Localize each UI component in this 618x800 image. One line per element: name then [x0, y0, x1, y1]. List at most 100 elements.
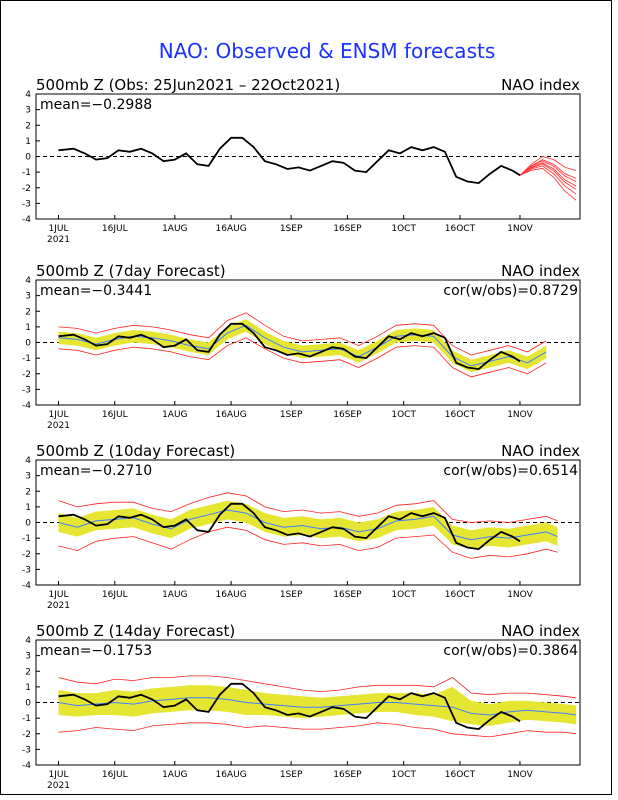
panel-index-label: NAO index [501, 442, 580, 460]
x-tick-label: 16JUL [102, 770, 128, 780]
observed-nao-line [58, 322, 521, 371]
x-tick-label: 1NOV [507, 590, 533, 600]
x-tick-label: 1JUL [49, 410, 69, 420]
ensemble-mean-line [58, 697, 577, 716]
x-tick-label: 1OCT [391, 410, 416, 420]
y-tick-label: 0 [25, 153, 31, 163]
y-tick-label: 1 [25, 137, 31, 147]
y-tick-label: -4 [22, 401, 31, 411]
y-tick-label: -3 [22, 199, 31, 209]
ensemble-mean-line [58, 509, 558, 541]
x-tick-label: 1OCT [391, 590, 416, 600]
y-tick-label: 3 [25, 292, 31, 302]
ensemble-max-line [58, 492, 558, 523]
forecast-member-line [519, 156, 577, 176]
x-tick-label: 1AUG [162, 224, 187, 234]
nao-panel-4: 500mb Z (14day Forecast) NAO index 4 3 2 1 0 -1… [22, 622, 581, 791]
x-tick-label: 1SEP [280, 590, 303, 600]
nao-panel-2: 500mb Z (7day Forecast) NAO index 4 3 2 1 0 -1 -… [22, 262, 581, 431]
x-year-label: 2021 [47, 781, 70, 791]
y-tick-label: 0 [25, 519, 31, 529]
x-tick-label: 1JUL [49, 770, 69, 780]
x-tick-label: 1AUG [162, 410, 187, 420]
ensemble-min-line [58, 337, 547, 378]
y-tick-label: -1 [22, 354, 31, 364]
y-tick-label: 2 [25, 121, 31, 131]
y-tick-label: -4 [22, 581, 31, 591]
ensemble-max-line [58, 675, 577, 699]
y-tick-label: -2 [22, 550, 31, 560]
y-tick-label: 2 [25, 487, 31, 497]
spread-band [58, 685, 577, 726]
mean-label: mean=−0.2710 [40, 463, 152, 479]
observed-nao-line [58, 682, 521, 731]
x-tick-label: 16OCT [445, 770, 476, 780]
correlation-label: cor(w/obs)=0.8729 [443, 283, 578, 299]
nao-panel-3: 500mb Z (10day Forecast) NAO index 4 3 2 1 0 -1… [22, 442, 581, 611]
forecast-member-line [519, 165, 577, 195]
x-tick-label: 16OCT [445, 224, 476, 234]
ensemble-max-line [58, 312, 547, 356]
y-tick-label: -1 [22, 534, 31, 544]
observed-nao-line [58, 502, 521, 551]
mean-label: mean=−0.1753 [40, 643, 152, 659]
correlation-label: cor(w/obs)=0.6514 [443, 463, 578, 479]
x-tick-label: 16OCT [445, 410, 476, 420]
forecast-member-line [519, 160, 577, 182]
mean-label: mean=−0.3441 [40, 283, 152, 299]
x-tick-label: 1SEP [280, 224, 303, 234]
y-tick-label: -3 [22, 565, 31, 575]
nao-panel-1: 500mb Z (Obs: 25Jun2021 – 22Oct2021) NAO … [22, 76, 581, 245]
x-tick-label: 16OCT [445, 590, 476, 600]
y-tick-label: 2 [25, 307, 31, 317]
y-tick-label: 0 [25, 699, 31, 709]
observed-nao-line [58, 136, 521, 185]
panel-title: 500mb Z (7day Forecast) [36, 262, 226, 280]
y-tick-label: 3 [25, 472, 31, 482]
x-tick-label: 1AUG [162, 770, 187, 780]
panel-title: 500mb Z (Obs: 25Jun2021 – 22Oct2021) [36, 76, 340, 94]
x-tick-label: 16AUG [216, 590, 247, 600]
correlation-label: cor(w/obs)=0.3864 [443, 643, 578, 659]
x-tick-label: 16SEP [333, 224, 362, 234]
y-tick-label: -3 [22, 385, 31, 395]
y-tick-label: 3 [25, 106, 31, 116]
mean-label: mean=−0.2988 [40, 97, 152, 113]
panel-title: 500mb Z (10day Forecast) [36, 442, 235, 460]
y-tick-label: -2 [22, 184, 31, 194]
y-tick-label: -3 [22, 745, 31, 755]
x-tick-label: 1SEP [280, 410, 303, 420]
x-tick-label: 1OCT [391, 224, 416, 234]
y-tick-label: -2 [22, 370, 31, 380]
x-tick-label: 1NOV [507, 410, 533, 420]
x-year-label: 2021 [47, 421, 70, 431]
y-tick-label: 4 [25, 456, 31, 466]
y-tick-label: 4 [25, 276, 31, 286]
ensemble-min-line [58, 526, 558, 559]
y-tick-label: 3 [25, 652, 31, 662]
y-tick-label: -1 [22, 714, 31, 724]
x-tick-label: 1AUG [162, 590, 187, 600]
x-tick-label: 1NOV [507, 770, 533, 780]
panel-title: 500mb Z (14day Forecast) [36, 622, 235, 640]
x-tick-label: 16SEP [333, 590, 362, 600]
x-tick-label: 16AUG [216, 224, 247, 234]
x-year-label: 2021 [47, 601, 70, 611]
spread-band [58, 500, 558, 550]
forecast-member-line [519, 167, 577, 201]
x-tick-label: 16SEP [333, 770, 362, 780]
panel-index-label: NAO index [501, 622, 580, 640]
x-tick-label: 16JUL [102, 224, 128, 234]
x-tick-label: 1NOV [507, 224, 533, 234]
x-year-label: 2021 [47, 235, 70, 245]
figure-title: NAO: Observed & ENSM forecasts [159, 39, 496, 63]
forecast-member-line [519, 163, 577, 190]
forecast-member-line [519, 162, 577, 187]
y-tick-label: 0 [25, 339, 31, 349]
panel-index-label: NAO index [501, 262, 580, 280]
spread-band [58, 319, 547, 373]
y-tick-label: -1 [22, 168, 31, 178]
y-tick-label: 1 [25, 683, 31, 693]
